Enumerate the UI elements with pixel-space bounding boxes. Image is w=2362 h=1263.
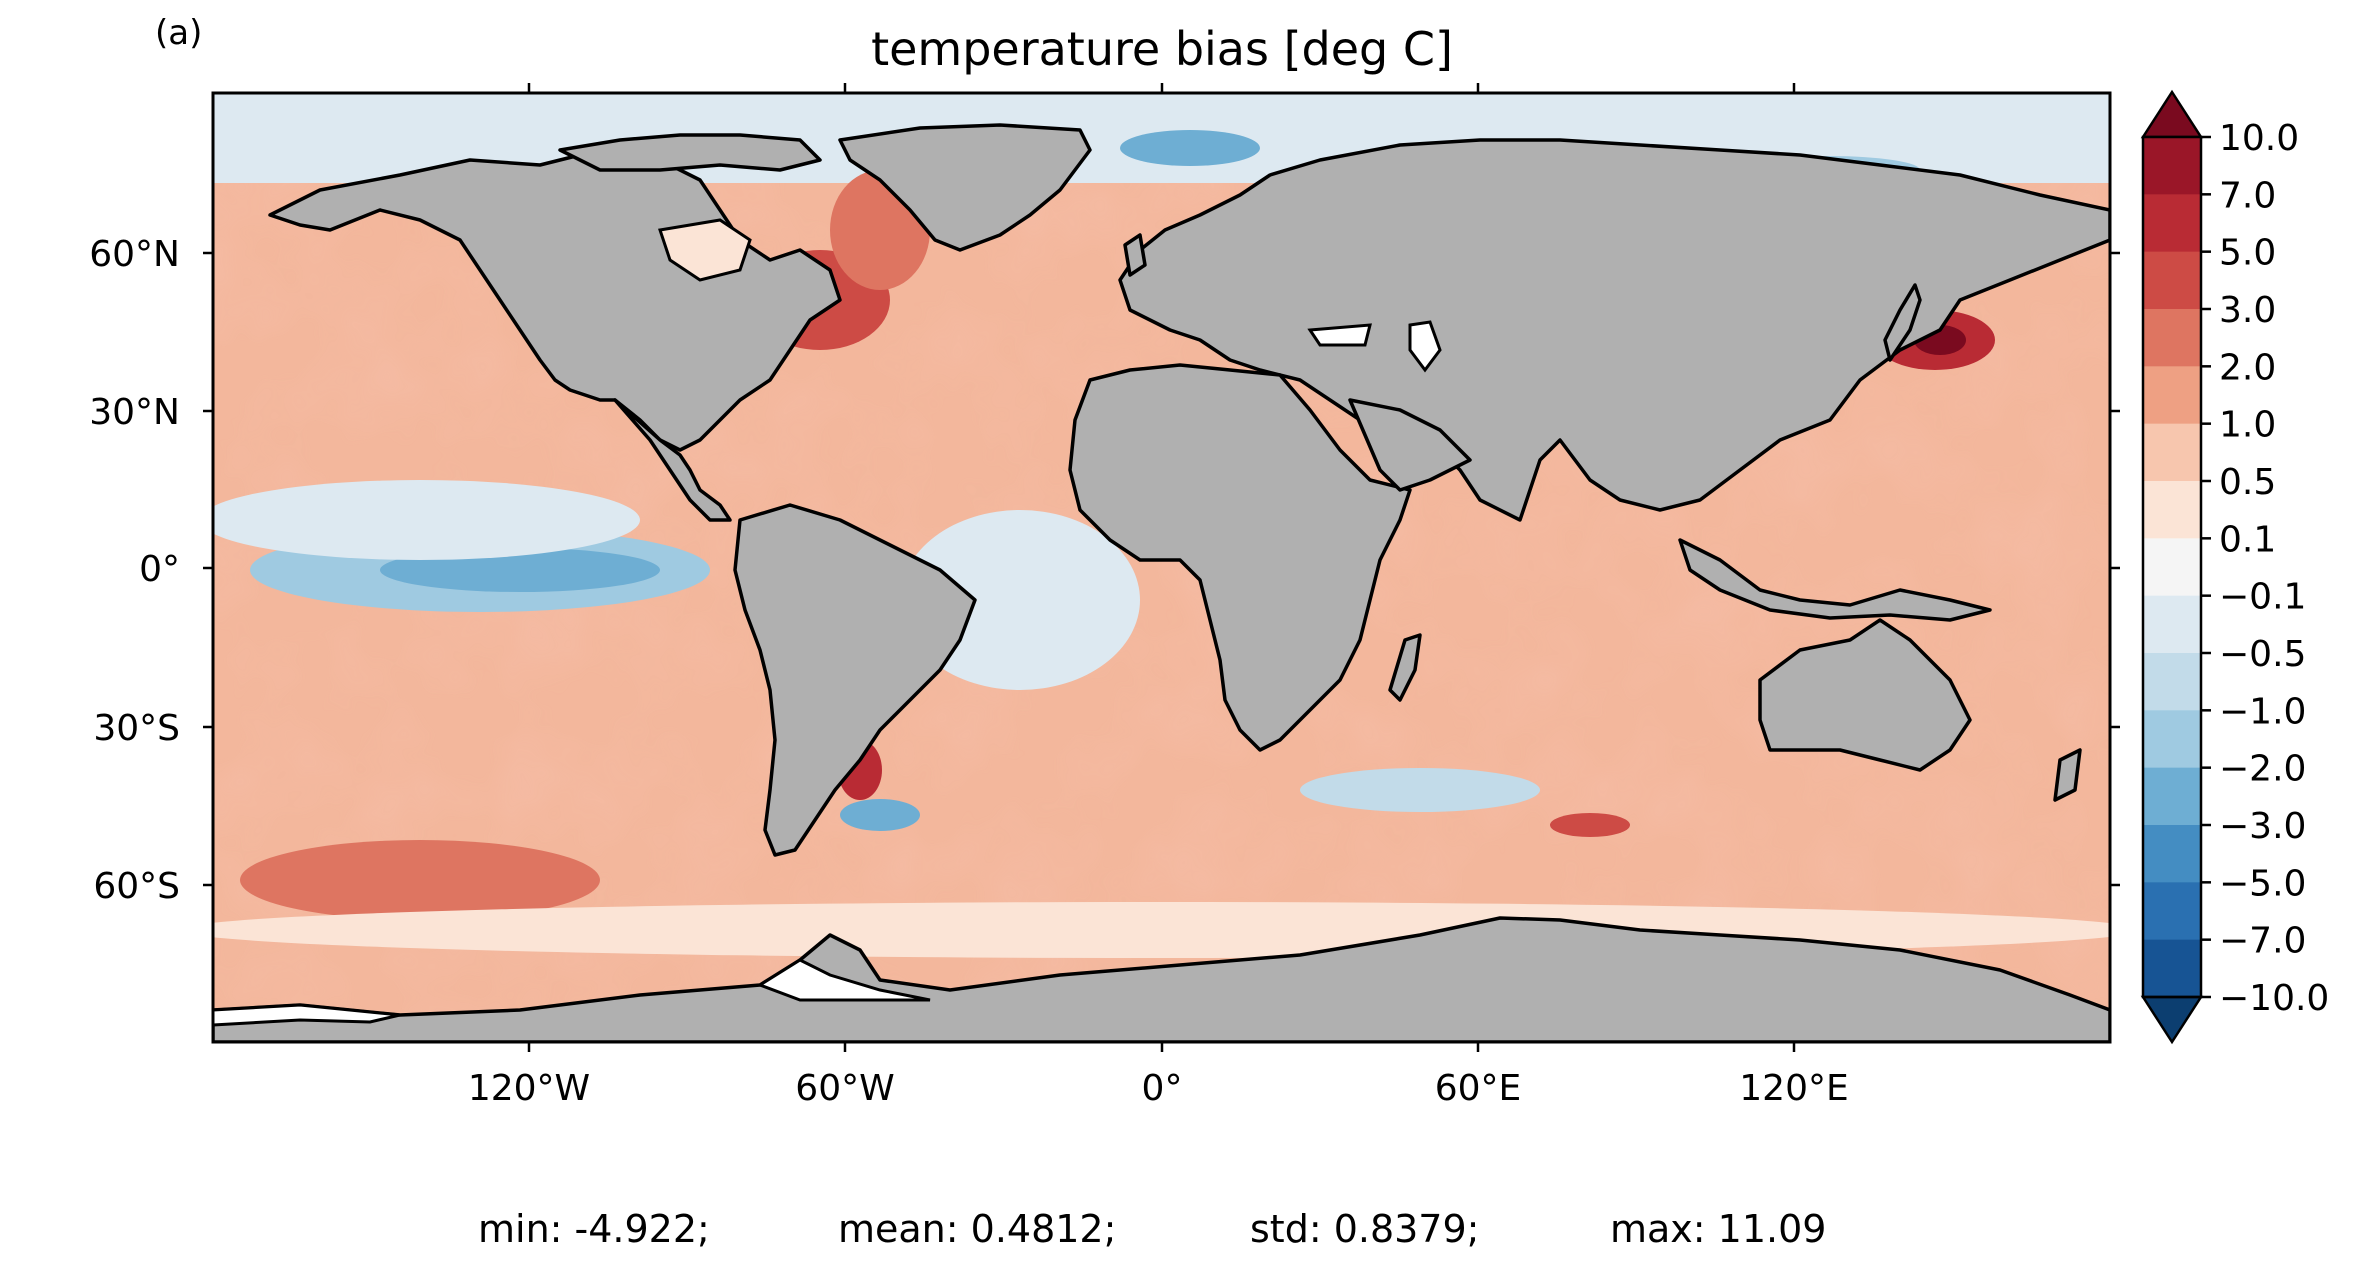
- colorbar: 10.0 7.0 5.0 3.0 2.0 1.0 0.5 0.1 −0.1 −0.5 −1.0 −2.…: [2140, 89, 2329, 1045]
- colorbar-tick-label: 0.5: [2219, 462, 2276, 503]
- equatorial-atlantic-light: [900, 510, 1140, 690]
- tropical-pacific-light: [213, 480, 640, 560]
- colorbar-bin: [2143, 710, 2201, 769]
- lon-axis: [527, 83, 1796, 1052]
- ross-sea-ice: [213, 1003, 401, 1027]
- colorbar-tick-label: −3.0: [2219, 806, 2306, 847]
- colorbar-extend-max: [2140, 89, 2204, 139]
- lat-label-30s: 30°S: [93, 708, 180, 749]
- colorbar-extend-min: [2140, 995, 2204, 1045]
- british-isles: [1123, 233, 1147, 277]
- arctic-cold-spot: [1120, 130, 1260, 166]
- colorbar-bin: [2143, 538, 2201, 597]
- colorbar-frame: [2141, 135, 2203, 999]
- lat-label-0: 0°: [139, 549, 180, 590]
- panel-label: (a): [155, 13, 202, 53]
- lon-label-60e: 60°E: [1435, 1068, 1522, 1109]
- stat-std: std: 0.8379;: [1250, 1207, 1479, 1251]
- lat-axis: [203, 251, 2120, 887]
- colorbar-tick-label: −10.0: [2219, 978, 2329, 1019]
- stat-min: min: -4.922;: [478, 1207, 710, 1251]
- colorbar-tick-label: −7.0: [2219, 921, 2306, 962]
- colorbar-tick-label: −0.5: [2219, 634, 2306, 675]
- falklands-cold: [840, 799, 920, 831]
- colorbar-bin: [2143, 882, 2201, 941]
- south-atlantic-cold: [1300, 768, 1540, 812]
- south-america: [733, 503, 977, 857]
- greenland: [838, 123, 1092, 252]
- colorbar-bin: [2143, 825, 2201, 883]
- colorbar-tick-label: −2.0: [2219, 749, 2306, 790]
- stat-mean: mean: 0.4812;: [838, 1207, 1116, 1251]
- central-america: [613, 398, 732, 522]
- hudson-bay: [658, 218, 752, 282]
- colorbar-bin: [2143, 309, 2201, 367]
- canadian-archipelago: [558, 133, 822, 172]
- lat-label-30n: 30°N: [89, 392, 180, 433]
- lat-label-60s: 60°S: [93, 866, 180, 907]
- colorbar-tick-label: 5.0: [2219, 233, 2276, 274]
- colorbar-bin: [2143, 481, 2201, 539]
- colorbar-bin: [2143, 366, 2201, 425]
- new-zealand: [2053, 748, 2082, 802]
- colorbar-bin: [2143, 767, 2201, 826]
- colorbar-bin: [2143, 595, 2201, 654]
- colorbar-tick-label: 3.0: [2219, 290, 2276, 331]
- arabian-peninsula: [1348, 398, 1472, 492]
- colorbar-tick-label: 10.0: [2219, 118, 2299, 159]
- lon-label-60w: 60°W: [795, 1068, 894, 1109]
- africa: [1068, 363, 1412, 752]
- colorbar-tick-label: −5.0: [2219, 863, 2306, 904]
- lon-label-120w: 120°W: [468, 1068, 590, 1109]
- colorbar-tick-label: −1.0: [2219, 691, 2306, 732]
- lon-label-120e: 120°E: [1739, 1068, 1848, 1109]
- colorbar-bin: [2143, 939, 2201, 998]
- antarctic-sea-ice: [756, 958, 931, 1002]
- stat-max: max: 11.09: [1610, 1207, 1826, 1251]
- colorbar-tick-label: 2.0: [2219, 347, 2276, 388]
- indian-southern-warm: [1550, 813, 1630, 837]
- colorbar-bin: [2143, 194, 2201, 253]
- map-title: temperature bias [deg C]: [871, 22, 1453, 76]
- japan: [1883, 283, 1922, 362]
- colorbar-tick-label: −0.1: [2219, 577, 2306, 618]
- lat-label-60n: 60°N: [89, 234, 180, 275]
- colorbar-tick-label: 0.1: [2219, 519, 2276, 560]
- colorbar-bin: [2143, 251, 2201, 310]
- map-panel: [213, 93, 2110, 1042]
- southeast-asia-islands: [1678, 538, 1992, 622]
- colorbar-tick-label: 1.0: [2219, 405, 2276, 446]
- southern-ocean-warm: [240, 840, 600, 920]
- black-sea: [1307, 323, 1372, 347]
- lon-label-0: 0°: [1142, 1068, 1183, 1109]
- colorbar-bin: [2143, 653, 2201, 711]
- caspian-sea: [1408, 320, 1442, 373]
- colorbar-tick-label: 7.0: [2219, 175, 2276, 216]
- madagascar: [1388, 633, 1422, 702]
- antarctica: [213, 916, 2110, 1042]
- colorbar-bin: [2143, 137, 2201, 195]
- colorbar-bin: [2143, 423, 2201, 482]
- australia: [1758, 618, 1972, 772]
